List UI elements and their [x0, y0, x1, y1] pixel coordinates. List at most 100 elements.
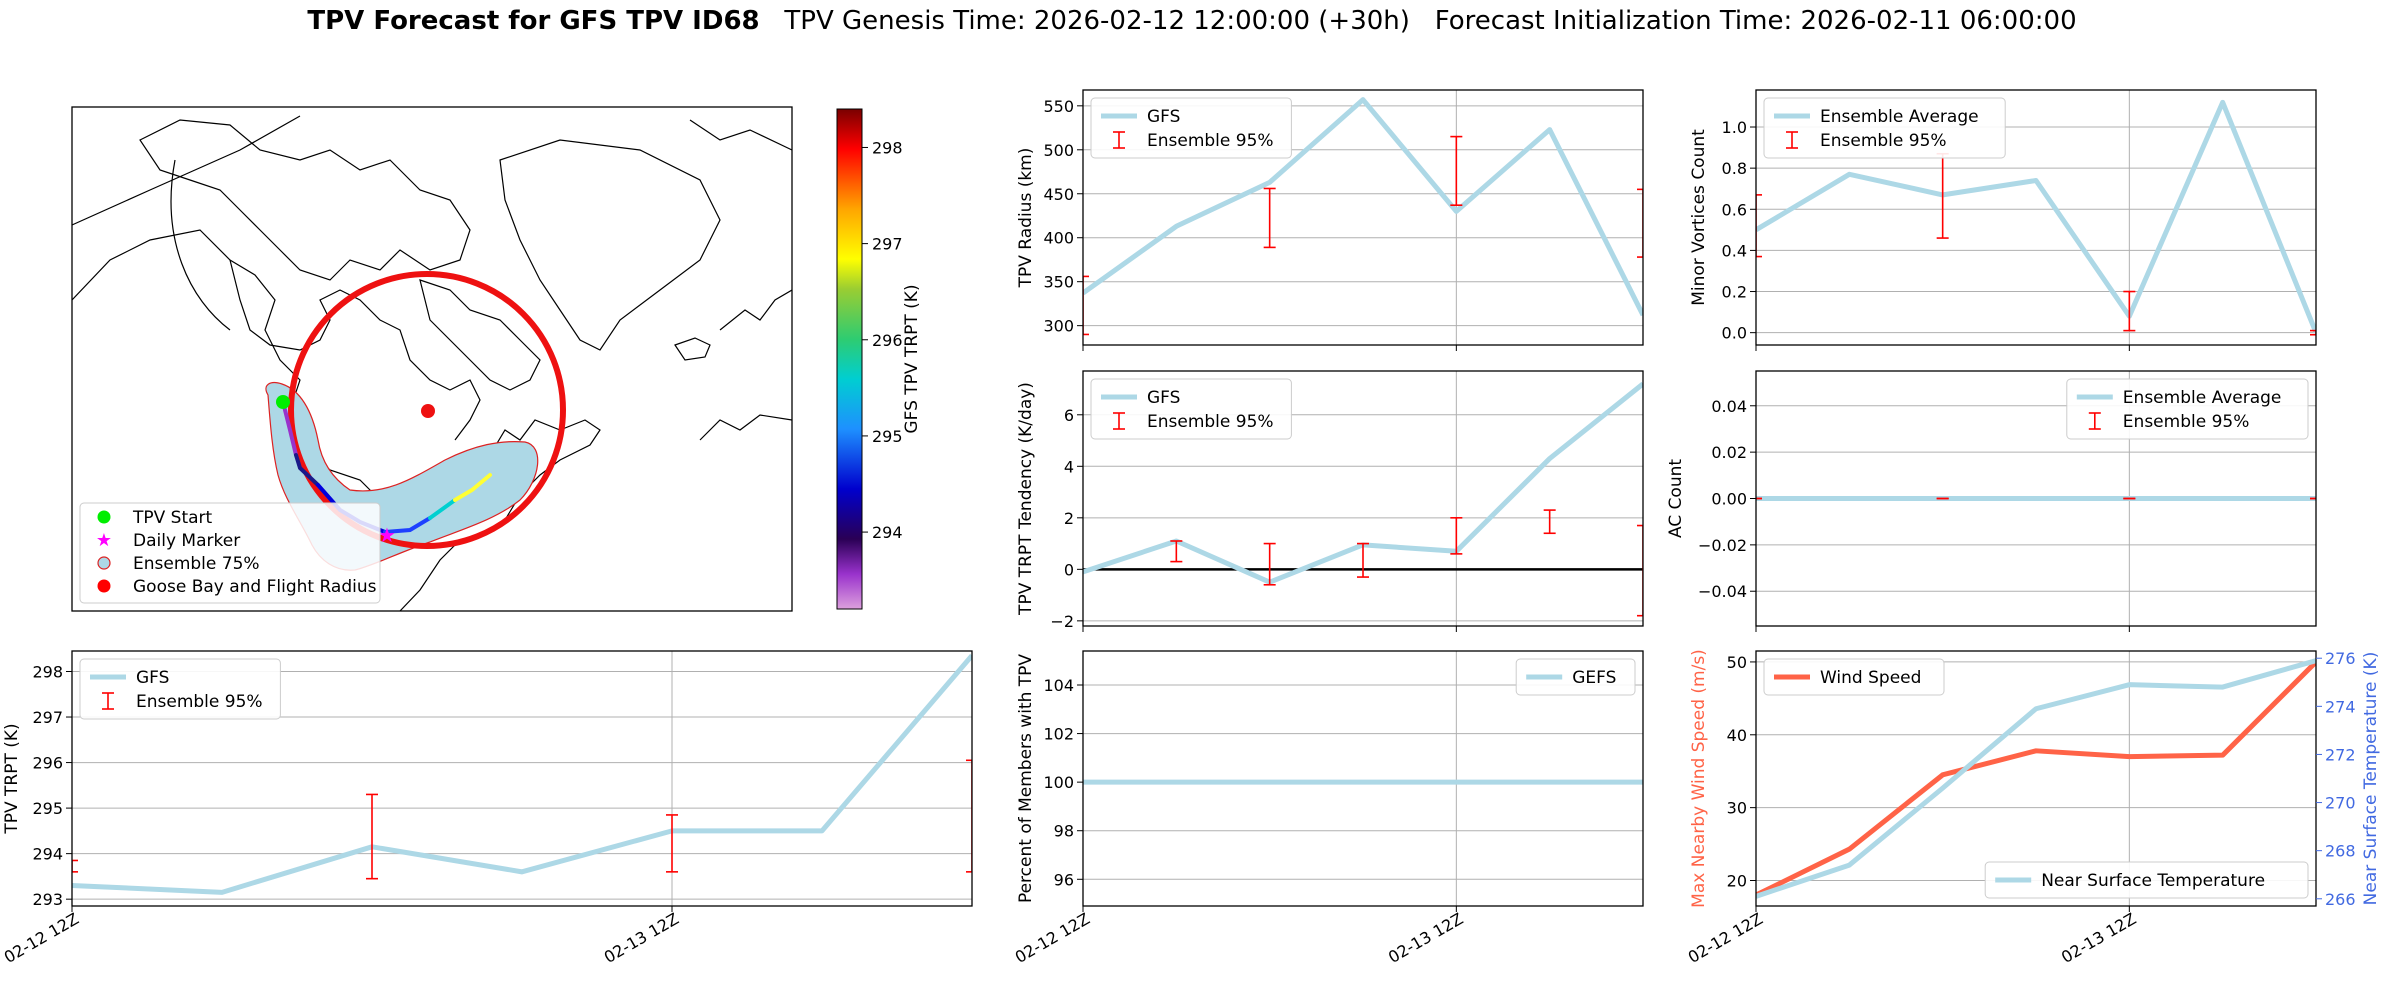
legend-label: Ensemble 95%	[1147, 412, 1274, 432]
x-tick-label: 02-12 12Z	[1685, 909, 1766, 967]
legend: GEFS	[1515, 658, 1636, 696]
y-axis-label: Max Nearby Wind Speed (m/s)	[1689, 649, 1709, 908]
y-tick-label: 0.00	[1711, 490, 1747, 509]
legend-swatch-errorbar	[2088, 412, 2101, 430]
y-axis-label: Minor Vortices Count	[1689, 129, 1709, 306]
coastline-baffin	[419, 279, 541, 391]
map-legend-label: Daily Marker	[133, 531, 240, 551]
legend-swatch-errorbar	[1786, 131, 1798, 149]
plot-data	[1083, 97, 1643, 336]
y-tick-label: 0.4	[1722, 241, 1747, 260]
legend-label: GEFS	[1572, 668, 1616, 688]
series-line-near-surface-temperature	[1756, 658, 2316, 899]
y-tick-label: 0.02	[1711, 443, 1747, 462]
daily-marker: ★	[378, 523, 396, 547]
circle-marker	[97, 510, 111, 524]
y-tick-label: 50	[1727, 653, 1747, 672]
legend: GFS Ensemble 95%	[1090, 378, 1292, 440]
y-tick-label: 100	[1043, 773, 1074, 792]
map-panel: ★ TPV Start ★ Daily Marker Ensemble 75% Goos…	[71, 106, 922, 612]
y-tick-label: 0.0	[1722, 324, 1747, 343]
y-tick-label: 0.8	[1722, 159, 1747, 178]
plot-frame	[1082, 89, 1644, 346]
error-bar	[1263, 542, 1276, 586]
colorbar: 294 295 296 297 298 GFS TPV TRPT (K)	[836, 108, 922, 610]
error-bar	[1357, 542, 1369, 578]
title-bold: TPV Forecast for GFS TPV ID68	[307, 6, 760, 36]
error-bar	[2123, 290, 2136, 332]
y-tick-label: 40	[1727, 726, 1747, 745]
legend-frame	[79, 658, 281, 720]
y-tick-label: 294	[32, 845, 63, 864]
error-bar	[1637, 188, 1643, 258]
coastline-hudson-bay	[229, 259, 481, 441]
colorbar-tick-label: 296	[872, 331, 903, 350]
y-tick-label: 293	[32, 890, 63, 909]
dateline-arc	[170, 159, 231, 331]
y-tick-label: 102	[1043, 725, 1074, 744]
y-tick-label: −0.02	[1698, 536, 1747, 555]
y-tick-label: 0.04	[1711, 397, 1747, 416]
legend-swatch-errorbar	[1113, 131, 1125, 149]
plot-frame	[1082, 370, 1644, 627]
plot-data	[1083, 381, 1643, 617]
legend-label: Ensemble 95%	[1147, 131, 1274, 151]
y-tick-label: 450	[1043, 185, 1074, 204]
y-tick-label: −2	[1050, 612, 1074, 631]
x-tick-label: 02-13 12Z	[601, 909, 682, 967]
legend-frame	[1984, 861, 2309, 899]
legend: GFS Ensemble 95%	[79, 658, 281, 720]
legend-label: Ensemble 95%	[1820, 131, 1947, 151]
y-tick-label: 98	[1054, 822, 1074, 841]
y-tick-label: 550	[1043, 97, 1074, 116]
legend-frame	[1763, 97, 2006, 159]
y2-tick-label: 268	[2325, 842, 2356, 861]
y-tick-label: 300	[1043, 317, 1074, 336]
colorbar-tick-label: 298	[872, 138, 903, 157]
colorbar-tick-label: 297	[872, 235, 903, 254]
y2-axis-label: Near Surface Temperature (K)	[2361, 652, 2381, 906]
legend-label: GFS	[1147, 388, 1180, 408]
x-tick-label: 02-12 12Z	[1012, 909, 1093, 967]
circle-marker	[97, 579, 111, 593]
circle-outline-marker	[97, 556, 111, 570]
y-tick-label: 96	[1054, 870, 1074, 889]
flight-radius-circle	[288, 271, 566, 549]
map-legend: TPV Start ★ Daily Marker Ensemble 75% Goose …	[79, 502, 381, 604]
y-tick-label: 400	[1043, 229, 1074, 248]
y-axis-label: AC Count	[1666, 459, 1686, 538]
y2-tick-label: 276	[2325, 649, 2356, 668]
legend-frame	[1090, 378, 1292, 440]
error-bar	[1637, 524, 1643, 617]
y-tick-label: 104	[1043, 676, 1074, 695]
coastline-europe	[689, 119, 792, 441]
plot-frame	[1755, 650, 2317, 907]
x-tick-label: 02-12 12Z	[1, 909, 82, 967]
series-line-gfs	[72, 653, 972, 895]
legend: Wind Speed	[1763, 658, 1945, 696]
map-legend-label: TPV Start	[132, 508, 213, 528]
legend-label: Ensemble Average	[2123, 388, 2282, 408]
legend-swatch-errorbar	[1113, 412, 1125, 430]
plot-frame	[1755, 89, 2317, 346]
y-tick-label: 0	[1064, 560, 1074, 579]
chart-ac: −0.04 −0.02 0.00 0.02 0.04 AC Count Ensemble A…	[1666, 370, 2317, 632]
y-tick-label: 0.2	[1722, 283, 1747, 302]
y-tick-label: 6	[1064, 406, 1074, 425]
chart-percent: 96 98 100 102 104 02-12 12Z 02-13 12Z Percent o…	[1012, 650, 1644, 967]
star-marker: ★	[96, 530, 112, 551]
y-tick-label: 4	[1064, 457, 1074, 476]
chart-tendency: −2 0 2 4 6 TPV TRPT Tendency (K/day) GFS Ensemb…	[1016, 370, 1644, 632]
y-tick-label: 2	[1064, 509, 1074, 528]
chart-minor: 0.0 0.2 0.4 0.6 0.8 1.0 Minor Vortices Count En…	[1689, 89, 2317, 351]
projection-edge-line	[72, 115, 301, 226]
legend: Ensemble Average Ensemble 95%	[1763, 97, 2006, 159]
error-bar	[1756, 194, 1762, 258]
error-bar	[966, 759, 972, 873]
legend-label: Ensemble 95%	[136, 692, 263, 712]
figure-title: TPV Forecast for GFS TPV ID68 TPV Genesi…	[0, 6, 2384, 36]
y-axis-label: TPV Radius (km)	[1016, 148, 1036, 289]
series-line-gfs	[1083, 97, 1643, 317]
series-line-ensemble-average	[1756, 99, 2316, 334]
y-axis-label: Percent of Members with TPV	[1016, 654, 1036, 903]
